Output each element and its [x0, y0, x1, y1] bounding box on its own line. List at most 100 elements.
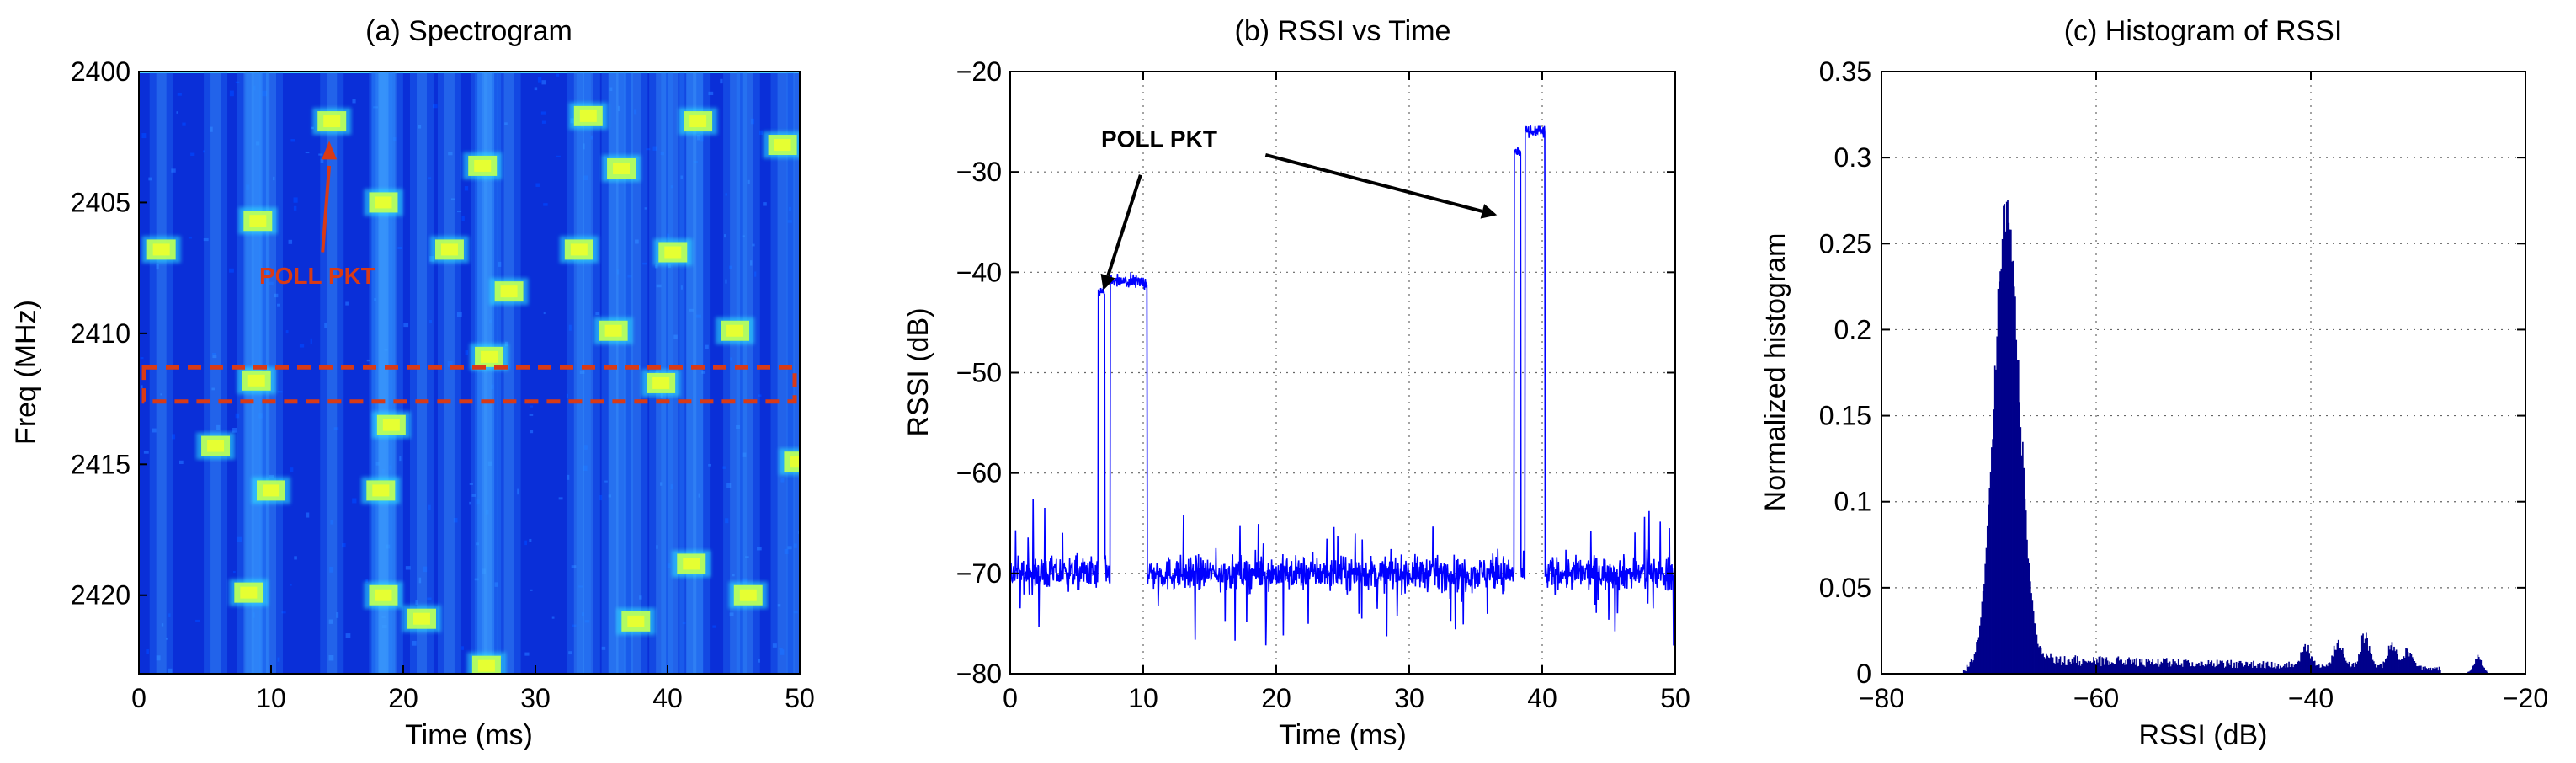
histogram-bar — [2180, 663, 2183, 674]
spectrogram-speckle — [673, 334, 678, 339]
spectrogram-xtick-label: 0 — [131, 683, 146, 713]
histogram-bar — [2280, 665, 2281, 674]
histogram-bar — [2077, 656, 2078, 674]
histogram-bar — [1985, 547, 1988, 674]
spectrogram-speckle — [293, 197, 298, 203]
histogram-bar — [2008, 222, 2010, 674]
histogram-bar — [2285, 667, 2287, 674]
histogram-bar — [2201, 661, 2203, 674]
histogram-bar — [2302, 651, 2304, 674]
spectrogram-block-core — [481, 350, 498, 363]
spectrogram-speckle — [172, 434, 176, 440]
histogram-bar — [2307, 644, 2309, 674]
histogram-bar — [2100, 666, 2102, 674]
histogram-bar — [2300, 652, 2302, 674]
spectrogram-speckle — [616, 269, 620, 275]
spectrogram-speckle — [780, 478, 785, 483]
histogram-bar — [2122, 662, 2125, 674]
spectrogram-speckle — [680, 285, 683, 290]
histogram-bar — [2265, 662, 2268, 674]
histogram-bar — [2255, 668, 2258, 674]
histogram-xtick-label: −80 — [1859, 683, 1904, 713]
histogram-bar — [2303, 646, 2305, 674]
spectrogram-speckle — [729, 265, 732, 269]
histogram-bar — [2263, 668, 2265, 674]
histogram-bar — [2235, 662, 2238, 674]
histogram-bar — [2352, 663, 2355, 674]
spectrogram-speckle — [152, 428, 157, 433]
highlight-band — [141, 365, 797, 404]
histogram-bar — [2016, 360, 2019, 674]
histogram-bar — [1976, 642, 1977, 674]
spectrogram-speckle — [336, 612, 339, 618]
histogram-bar — [1984, 563, 1987, 674]
histogram-bar — [2470, 669, 2472, 674]
spectrogram-speckle — [595, 312, 600, 315]
spectrogram-block-core — [440, 243, 458, 256]
histogram-bar — [2048, 658, 2051, 674]
histogram-bar — [1992, 439, 1993, 674]
histogram-bar — [2157, 659, 2159, 674]
spectrogram-speckle — [141, 133, 147, 139]
spectrogram-speckle — [373, 106, 379, 109]
histogram-bar — [2198, 663, 2200, 674]
histogram-bar — [2072, 662, 2074, 674]
histogram-bar — [2118, 660, 2121, 674]
histogram-bar — [2392, 650, 2394, 674]
spectrogram-speckle — [299, 344, 305, 348]
histogram-bar — [2327, 666, 2329, 674]
spectrogram-block-core — [152, 243, 170, 256]
histogram-bar — [2211, 665, 2214, 674]
histogram-bar — [2383, 662, 2386, 674]
poll-pkt-label-rssi: POLL PKT — [1101, 125, 1217, 152]
poll-pkt-arrowhead-right — [1480, 204, 1498, 219]
histogram-bar — [2192, 666, 2195, 674]
spectrogram-speckle — [258, 413, 263, 419]
histogram-bar — [2110, 662, 2113, 674]
spectrogram-streak — [409, 72, 434, 674]
histogram-bar — [2174, 661, 2176, 674]
histogram-bar — [2075, 663, 2078, 674]
histogram-bar — [2141, 659, 2143, 674]
spectrogram-speckle — [772, 643, 777, 648]
spectrogram-speckle — [168, 613, 171, 618]
spectrogram-speckle — [601, 646, 606, 650]
spectrogram-speckle — [758, 394, 762, 397]
spectrogram-speckle — [705, 344, 709, 349]
spectrogram-speckle — [571, 565, 577, 568]
histogram-bar — [2371, 654, 2373, 674]
spectrogram-speckle — [639, 595, 642, 600]
spectrogram-speckle — [290, 584, 292, 586]
histogram-bar — [2329, 662, 2331, 674]
spectrogram-speckle — [146, 649, 149, 654]
spectrogram-streak-core — [378, 72, 389, 674]
spectrogram-speckle — [524, 652, 530, 656]
spectrogram-streak-core — [742, 72, 753, 674]
histogram-bar — [2238, 660, 2241, 674]
histogram-bar — [2334, 649, 2336, 674]
histogram-bar — [2467, 671, 2469, 674]
spectrogram-speckle — [534, 87, 538, 91]
spectrogram-speckle — [235, 413, 240, 419]
histogram-bar — [2043, 657, 2046, 674]
histogram-bar — [2114, 664, 2116, 674]
rssi-time-ylabel: RSSI (dB) — [902, 307, 934, 436]
histogram-bar — [2336, 643, 2339, 674]
histogram-bar — [2484, 670, 2487, 674]
spectrogram-speckle — [609, 87, 613, 91]
panel-spectrogram: (a) Spectrogram POLL PKT 0 10 20 30 40 50 2400… — [10, 15, 815, 751]
histogram-bar — [2348, 661, 2350, 674]
histogram-bar — [2483, 666, 2484, 674]
histogram-bar — [2245, 661, 2247, 674]
spectrogram-speckle — [793, 543, 797, 548]
histogram-bar — [2324, 666, 2327, 674]
spectrogram-speckle — [211, 353, 216, 355]
spectrogram-streak-core — [481, 72, 492, 674]
histogram-bar — [2013, 286, 2015, 674]
histogram-bar — [2142, 664, 2144, 674]
histogram-title: (c) Histogram of RSSI — [2064, 15, 2343, 47]
spectrogram-speckle — [754, 271, 757, 277]
histogram-bar — [2319, 668, 2321, 674]
spectrogram-streak-core — [730, 72, 741, 674]
